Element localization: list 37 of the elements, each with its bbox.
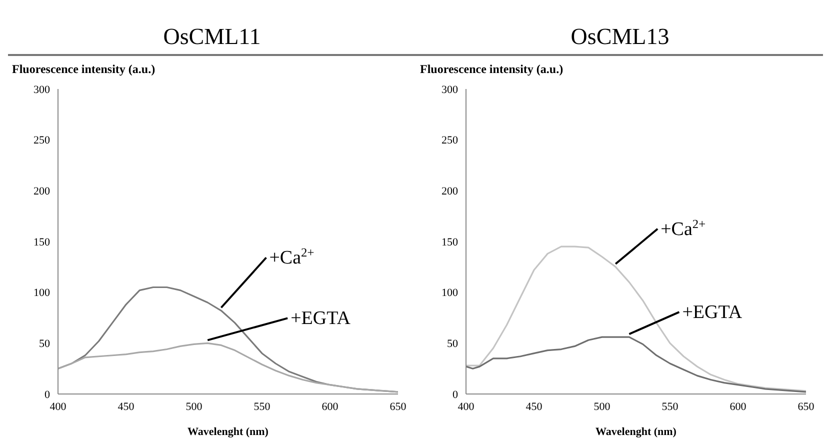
y-axis-title: Fluorescence intensity (a.u.): [12, 62, 156, 77]
x-tick-label: 600: [322, 400, 339, 413]
y-tick-label: 200: [442, 186, 458, 198]
x-axis-title: Wavelenght (nm): [188, 426, 269, 438]
y-tick-label: 50: [39, 338, 50, 350]
x-tick-label: 600: [730, 400, 747, 413]
y-tick-label: 0: [44, 388, 50, 401]
y-tick-label: 0: [452, 388, 458, 401]
x-tick-label: 550: [254, 400, 271, 413]
y-tick-label: 300: [34, 84, 50, 96]
x-tick-label: 400: [50, 400, 67, 413]
line-series: [466, 246, 806, 392]
y-axis-title: Fluorescence intensity (a.u.): [420, 62, 564, 77]
y-tick-label: 100: [442, 287, 458, 300]
x-tick-label: 500: [594, 400, 611, 413]
chart-title: OsCML13: [570, 23, 670, 51]
x-tick-label: 550: [662, 400, 679, 413]
text: +EGTA: [290, 308, 351, 330]
x-tick-label: 400: [458, 400, 475, 413]
y-tick-label: 100: [34, 287, 50, 300]
y-tick-label: 50: [447, 338, 458, 350]
text: +Ca$^{2+}$: [269, 246, 314, 269]
text: +EGTA: [682, 302, 742, 324]
y-tick-label: 300: [442, 84, 458, 96]
x-axis-title: Wavelenght (nm): [596, 426, 677, 438]
x-tick-label: 650: [390, 400, 407, 413]
y-tick-label: 250: [34, 134, 50, 147]
text: +Ca$^{2+}$: [660, 216, 706, 240]
x-tick-label: 500: [186, 400, 203, 413]
y-tick-label: 250: [442, 134, 458, 147]
x-tick-label: 450: [118, 400, 135, 413]
y-tick-label: 200: [34, 186, 50, 198]
x-tick-label: 650: [798, 400, 815, 413]
y-tick-label: 150: [34, 236, 50, 248]
chart-title: OsCML11: [162, 23, 262, 51]
y-tick-label: 150: [442, 236, 458, 248]
x-tick-label: 450: [526, 400, 543, 413]
